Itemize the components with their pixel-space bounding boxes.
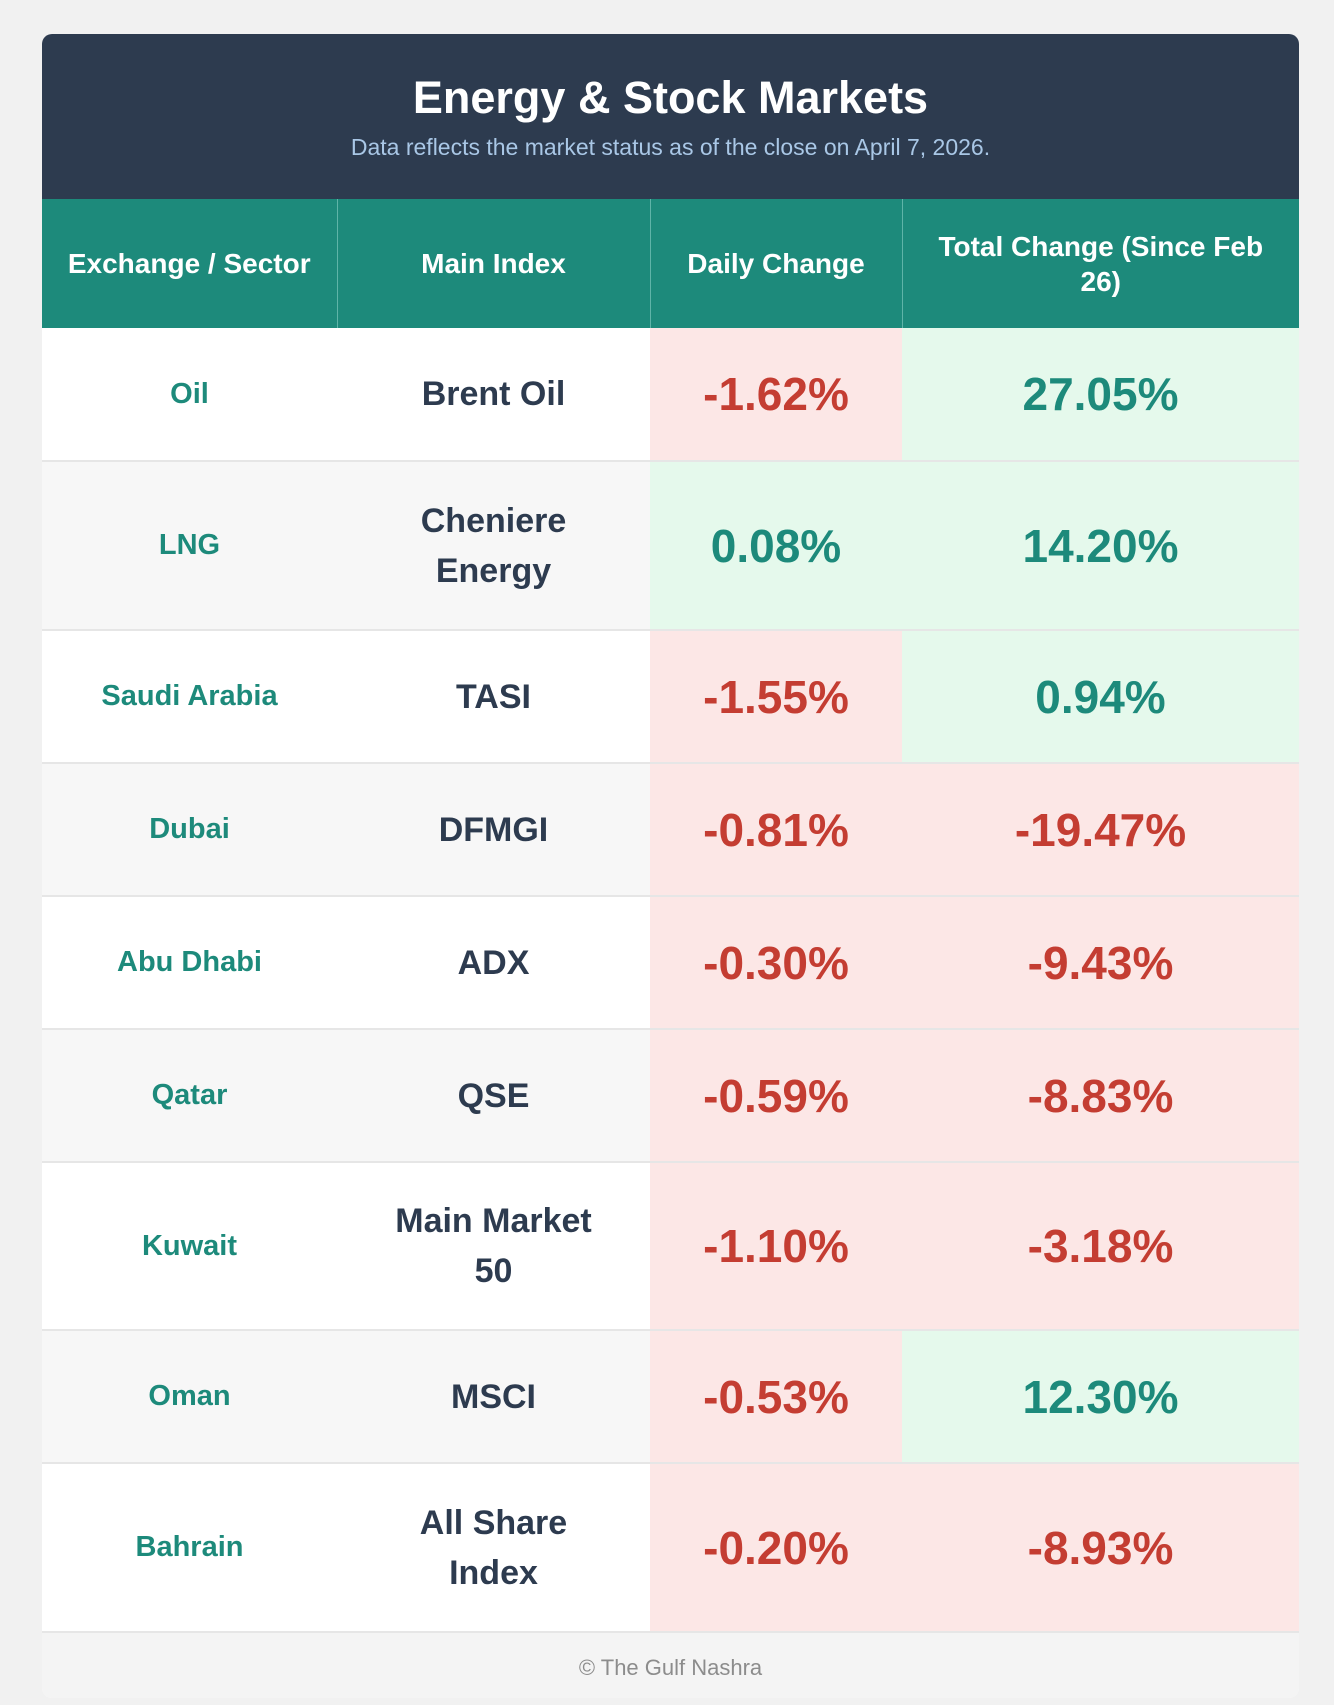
sector-cell: Bahrain	[42, 1463, 337, 1633]
total-change-cell: 27.05%	[902, 328, 1299, 462]
table-row: Dubai DFMGI -0.81% -19.47%	[42, 763, 1299, 897]
daily-change-cell: -0.30%	[650, 896, 902, 1030]
index-cell: All Share Index	[337, 1463, 650, 1633]
column-header-total: Total Change (Since Feb 26)	[902, 199, 1299, 328]
sector-cell: Dubai	[42, 763, 337, 897]
total-change-cell: 12.30%	[902, 1330, 1299, 1464]
total-change-cell: -3.18%	[902, 1162, 1299, 1331]
page-subtitle: Data reflects the market status as of th…	[350, 134, 991, 160]
total-change-cell: -19.47%	[902, 763, 1299, 897]
markets-table: Exchange / Sector Main Index Daily Chang…	[42, 199, 1299, 1633]
sector-cell: Qatar	[42, 1029, 337, 1163]
total-change-cell: 0.94%	[902, 630, 1299, 764]
sector-cell: Kuwait	[42, 1162, 337, 1331]
index-cell: ADX	[337, 896, 650, 1030]
sector-cell: Oil	[42, 328, 337, 462]
index-cell: Main Market 50	[337, 1162, 650, 1331]
table-row: Kuwait Main Market 50 -1.10% -3.18%	[42, 1162, 1299, 1331]
sector-cell: Saudi Arabia	[42, 630, 337, 764]
sector-cell: Oman	[42, 1330, 337, 1464]
table-header-row: Exchange / Sector Main Index Daily Chang…	[42, 199, 1299, 328]
column-header-index: Main Index	[337, 199, 651, 328]
sector-cell: LNG	[42, 461, 337, 631]
index-cell: DFMGI	[337, 763, 650, 897]
page-title: Energy & Stock Markets	[412, 72, 929, 123]
copyright-footer: © The Gulf Nashra	[42, 1633, 1299, 1698]
index-cell: Cheniere Energy	[337, 461, 650, 631]
table-row: Qatar QSE -0.59% -8.83%	[42, 1029, 1299, 1163]
daily-change-cell: -0.81%	[650, 763, 902, 897]
column-header-sector: Exchange / Sector	[42, 199, 338, 328]
total-change-cell: -8.83%	[902, 1029, 1299, 1163]
index-cell: MSCI	[337, 1330, 650, 1464]
markets-card: Energy & Stock Markets Data reflects the…	[42, 34, 1299, 1698]
sector-cell: Abu Dhabi	[42, 896, 337, 1030]
table-row: Oman MSCI -0.53% 12.30%	[42, 1330, 1299, 1464]
daily-change-cell: 0.08%	[650, 461, 902, 631]
column-header-daily: Daily Change	[650, 199, 903, 328]
table-row: Bahrain All Share Index -0.20% -8.93%	[42, 1463, 1299, 1633]
table-row: LNG Cheniere Energy 0.08% 14.20%	[42, 461, 1299, 631]
index-cell: Brent Oil	[337, 328, 650, 462]
index-cell: QSE	[337, 1029, 650, 1163]
daily-change-cell: -0.20%	[650, 1463, 902, 1633]
daily-change-cell: -1.55%	[650, 630, 902, 764]
total-change-cell: -8.93%	[902, 1463, 1299, 1633]
total-change-cell: 14.20%	[902, 461, 1299, 631]
table-row: Saudi Arabia TASI -1.55% 0.94%	[42, 630, 1299, 764]
daily-change-cell: -0.53%	[650, 1330, 902, 1464]
daily-change-cell: -0.59%	[650, 1029, 902, 1163]
total-change-cell: -9.43%	[902, 896, 1299, 1030]
card-header: Energy & Stock Markets Data reflects the…	[42, 34, 1299, 199]
table-row: Oil Brent Oil -1.62% 27.05%	[42, 328, 1299, 462]
daily-change-cell: -1.10%	[650, 1162, 902, 1331]
daily-change-cell: -1.62%	[650, 328, 902, 462]
table-row: Abu Dhabi ADX -0.30% -9.43%	[42, 896, 1299, 1030]
index-cell: TASI	[337, 630, 650, 764]
